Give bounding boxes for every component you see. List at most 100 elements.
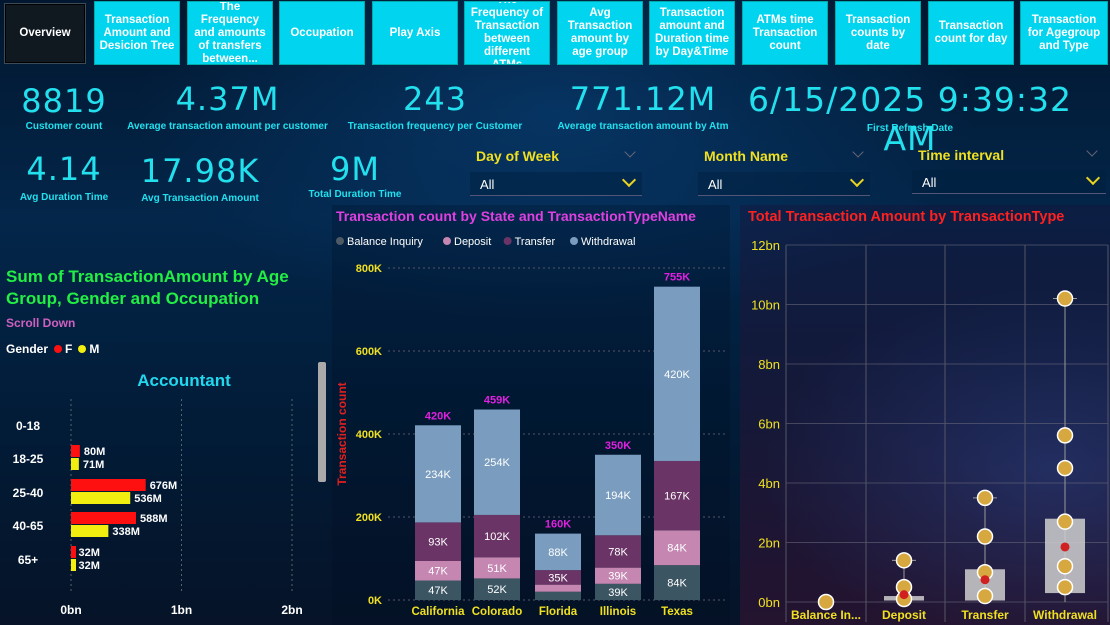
segment-value-label: 167K [664, 491, 690, 503]
bar-m [71, 559, 76, 571]
bar-value-label: 32M [79, 547, 100, 559]
tab-6[interactable]: Avg Transaction amount by age group [558, 2, 642, 64]
segment-value-label: 47K [428, 585, 448, 597]
state-label: Florida [539, 606, 578, 618]
bar-segment-withdrawal [415, 425, 461, 523]
age-group-label: 25-40 [13, 486, 44, 500]
tab-0[interactable]: Overview [4, 3, 86, 64]
y-tick-label: 12bn [751, 238, 780, 253]
tab-3[interactable]: Occupation [280, 2, 364, 64]
day-of-week-slicer-title: Day of Week [476, 148, 559, 164]
bar-value-label: 338M [112, 526, 140, 538]
y-tick-label: 2bn [758, 536, 780, 551]
freq-per-customer-value: 243 [402, 80, 468, 118]
legend-label: Balance Inquiry [347, 236, 423, 248]
age-gender-occupation-chart: Sum of TransactionAmount by Age Group, G… [0, 262, 330, 625]
state-label: California [411, 606, 465, 618]
bar-segment-transfer [535, 570, 581, 585]
segment-value-label: 52K [487, 584, 507, 596]
time-slicer-collapse-icon[interactable] [1086, 145, 1098, 157]
bar-segment-transfer [474, 514, 520, 558]
age-group-label: 0-18 [16, 419, 40, 433]
bar-segment-transfer [415, 522, 461, 561]
type-box-scatter-chart: 0bn 2bn 4bn 6bn 8bn 10bn 12bn Balance In... Depo… [751, 238, 1109, 622]
refresh-date-value: 6/15/2025 9:39:32 AM [748, 80, 1072, 158]
y-tick-label: 10bn [751, 298, 780, 313]
legend-item-m[interactable]: M [78, 342, 99, 356]
legend-label: Transfer [515, 236, 556, 248]
data-point [1056, 578, 1074, 596]
day-of-week-dropdown[interactable]: All [470, 172, 642, 196]
tab-5[interactable]: The Frequency of Transaction between dif… [465, 2, 549, 64]
state-transaction-chart: Transaction count by State and Transacti… [332, 205, 730, 625]
segment-value-label: 51K [487, 563, 507, 575]
total-value-label: 755K [664, 272, 690, 284]
y-tick-label: 0K [368, 595, 382, 607]
total-duration-value: 9M [330, 150, 380, 188]
tab-8[interactable]: ATMs time Transaction count [743, 2, 827, 64]
avg-duration-label: Avg Duration Time [19, 192, 109, 203]
legend-dot-icon [336, 237, 344, 245]
tab-11[interactable]: Transaction for Agegroup and Type [1021, 2, 1107, 64]
bar-value-label: 588M [140, 513, 168, 525]
tab-9[interactable]: Transaction counts by date [836, 2, 920, 64]
chevron-down-icon [621, 172, 637, 188]
bar-segment-deposit [595, 567, 641, 584]
bar-segment-withdrawal [474, 409, 520, 515]
bar-f [71, 512, 136, 524]
tab-1[interactable]: Transaction Amount and Desicion Tree [95, 2, 179, 64]
bar-segment-deposit [535, 584, 581, 592]
avg-amount-by-atm-value: 771.12M [569, 80, 717, 118]
vertical-scrollbar[interactable] [318, 362, 326, 482]
legend-label-m: M [89, 342, 100, 356]
total-duration-label: Total Duration Time [308, 189, 402, 200]
age-group-label: 65+ [18, 553, 38, 567]
y-axis-title: Transaction count [335, 382, 349, 485]
data-point [1056, 558, 1074, 575]
legend-dot-icon [54, 345, 63, 353]
avg-amount-per-customer-value: 4.37M [175, 80, 280, 118]
avg-amount-label: Avg Transaction Amount [141, 193, 259, 204]
freq-per-customer-label: Transaction frequency per Customer [347, 121, 523, 132]
month-name-dropdown[interactable]: All [698, 172, 870, 196]
data-point [976, 489, 994, 507]
month-name-slicer-title: Month Name [704, 148, 788, 164]
avg-amount-value: 17.98K [140, 152, 260, 190]
segment-value-label: 194K [605, 490, 631, 502]
age-group-label: 18-25 [13, 452, 44, 466]
category-label: Deposit [882, 608, 926, 622]
x-tick-label: 1bn [171, 603, 192, 617]
segment-value-label: 93K [428, 537, 448, 549]
time-interval-value: All [922, 175, 937, 190]
tab-4[interactable]: Play Axis [373, 2, 457, 64]
legend-title: Gender [6, 342, 49, 356]
state-chart-title: Transaction count by State and Transacti… [336, 208, 696, 224]
data-point [976, 528, 994, 545]
chevron-down-icon [849, 172, 865, 188]
data-point [1056, 513, 1074, 530]
bar-segment-balance-inquiry [415, 580, 461, 600]
y-tick-label: 800K [356, 263, 382, 275]
tab-2[interactable]: The Frequency and amounts of transfers b… [188, 2, 272, 64]
avg-amount-per-customer-label: Average transaction amount per customer [127, 121, 328, 132]
legend-dot-icon [78, 345, 87, 353]
bar-segment-transfer [595, 535, 641, 568]
segment-value-label: 234K [425, 469, 451, 481]
tab-7[interactable]: Transaction amount and Duration time by … [650, 2, 734, 64]
gender-legend: Gender F M [6, 342, 99, 356]
time-interval-dropdown[interactable]: All [912, 170, 1106, 194]
legend-dot-icon [503, 237, 512, 245]
total-value-label: 160K [545, 519, 571, 531]
state-stacked-bar-chart: Balance Inquiry Deposit Transfer Withdrawal… [335, 236, 727, 618]
segment-value-label: 88K [548, 547, 568, 559]
state-label: Colorado [472, 606, 522, 618]
bar-f [71, 479, 146, 491]
bar-segment-deposit [415, 560, 461, 581]
legend-item-f[interactable]: F [54, 342, 72, 356]
type-amount-chart: Total Transaction Amount by TransactionT… [740, 205, 1110, 625]
segment-value-label: 254K [484, 457, 510, 469]
tab-10[interactable]: Transaction count for day [929, 2, 1013, 64]
legend-dot-icon [443, 237, 451, 245]
segment-value-label: 84K [667, 578, 687, 590]
day-slicer-collapse-icon[interactable] [624, 146, 636, 158]
